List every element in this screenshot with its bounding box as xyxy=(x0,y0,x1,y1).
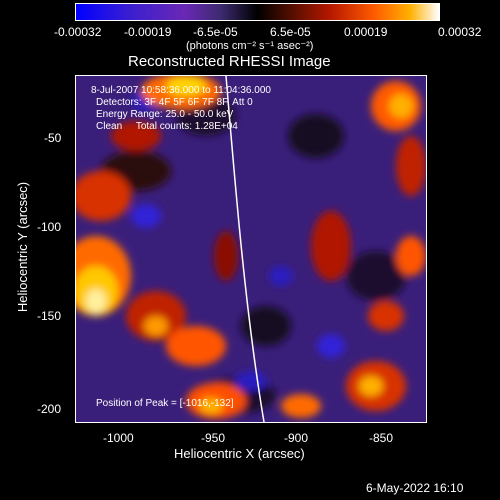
ytick-label: -50 xyxy=(44,131,62,145)
info-time: 8-Jul-2007 10:58:36.000 to 11:04:36.000 xyxy=(91,85,271,96)
colorbar-tick-1: -0.00032 xyxy=(54,25,102,39)
ytick-label: -200 xyxy=(37,402,62,416)
colorbar-unit-label: (photons cm⁻² s⁻¹ asec⁻²) xyxy=(186,40,314,52)
info-energy: Energy Range: 25.0 - 50.0 keV xyxy=(96,109,234,120)
colorbar xyxy=(75,3,440,21)
heatmap-image xyxy=(76,76,426,422)
colorbar-tick-5: 0.00019 xyxy=(344,25,388,39)
solar-limb-line xyxy=(225,76,265,422)
xtick-label: -900 xyxy=(284,431,309,445)
plot-title: Reconstructed RHESSI Image xyxy=(128,53,331,70)
info-clean: Clean Total counts: 1.28E+04 xyxy=(96,121,238,132)
xtick-label: -850 xyxy=(369,431,394,445)
colorbar-tick-6: 0.00032 xyxy=(438,25,482,39)
xtick-label: -1000 xyxy=(103,431,134,445)
info-detectors: Detectors: 3F 4F 5F 6F 7F 8F, Att 0 xyxy=(96,97,253,108)
info-peak: Position of Peak = [-1016,-132] xyxy=(96,398,234,409)
footer-timestamp: 6-May-2022 16:10 xyxy=(366,481,464,495)
colorbar-tick-2: -0.00019 xyxy=(124,25,172,39)
colorbar-tick-4: 6.5e-05 xyxy=(270,25,311,39)
x-axis-label: Heliocentric X (arcsec) xyxy=(174,446,305,461)
colorbar-tick-3: -6.5e-05 xyxy=(193,25,238,39)
ytick-label: -150 xyxy=(37,309,62,323)
xtick-label: -950 xyxy=(201,431,226,445)
heatmap-plot: 8-Jul-2007 10:58:36.000 to 11:04:36.000 … xyxy=(75,75,427,423)
ytick-label: -100 xyxy=(37,220,62,234)
y-axis-label: Heliocentric Y (arcsec) xyxy=(15,181,30,313)
